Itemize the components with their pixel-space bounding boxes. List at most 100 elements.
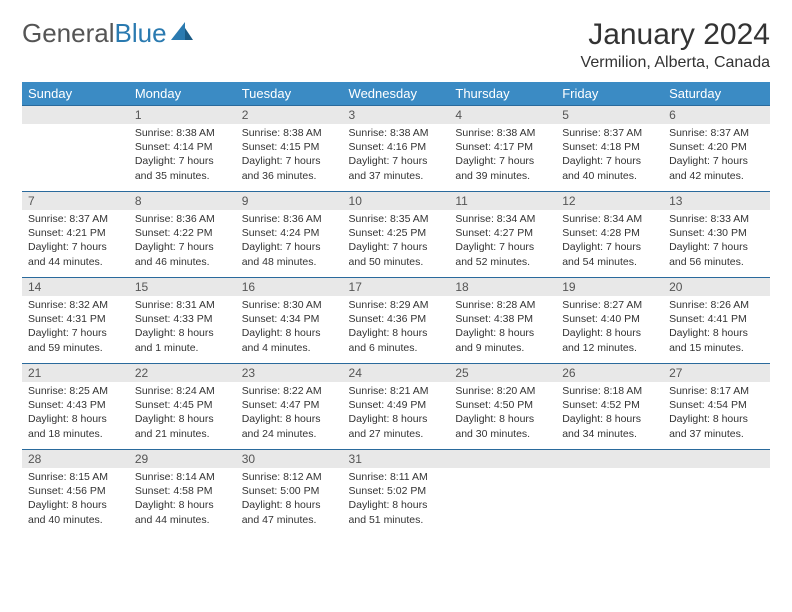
day-number: 26 [556,364,663,382]
sunrise-text: Sunrise: 8:38 AM [455,126,550,140]
daylight-text-2: and 37 minutes. [669,427,764,441]
sunrise-text: Sunrise: 8:29 AM [349,298,444,312]
daylight-text-2: and 52 minutes. [455,255,550,269]
sunrise-text: Sunrise: 8:34 AM [455,212,550,226]
sunrise-text: Sunrise: 8:27 AM [562,298,657,312]
week-row: 7Sunrise: 8:37 AMSunset: 4:21 PMDaylight… [22,192,770,278]
day-cell: 18Sunrise: 8:28 AMSunset: 4:38 PMDayligh… [449,278,556,364]
sunrise-text: Sunrise: 8:31 AM [135,298,230,312]
day-number: 22 [129,364,236,382]
day-details: Sunrise: 8:11 AMSunset: 5:02 PMDaylight:… [343,468,450,531]
day-cell [449,450,556,536]
day-number: 20 [663,278,770,296]
day-cell: 23Sunrise: 8:22 AMSunset: 4:47 PMDayligh… [236,364,343,450]
day-cell: 21Sunrise: 8:25 AMSunset: 4:43 PMDayligh… [22,364,129,450]
daylight-text-2: and 1 minute. [135,341,230,355]
sunset-text: Sunset: 4:25 PM [349,226,444,240]
week-row: 21Sunrise: 8:25 AMSunset: 4:43 PMDayligh… [22,364,770,450]
sunset-text: Sunset: 4:47 PM [242,398,337,412]
sunset-text: Sunset: 4:18 PM [562,140,657,154]
sunrise-text: Sunrise: 8:37 AM [28,212,123,226]
sunrise-text: Sunrise: 8:20 AM [455,384,550,398]
day-number: 3 [343,106,450,124]
day-number: 14 [22,278,129,296]
day-details: Sunrise: 8:12 AMSunset: 5:00 PMDaylight:… [236,468,343,531]
day-header-monday: Monday [129,82,236,106]
sunset-text: Sunset: 4:54 PM [669,398,764,412]
sunrise-text: Sunrise: 8:17 AM [669,384,764,398]
daylight-text-1: Daylight: 8 hours [28,412,123,426]
daylight-text-2: and 51 minutes. [349,513,444,527]
sunset-text: Sunset: 4:56 PM [28,484,123,498]
sunrise-text: Sunrise: 8:37 AM [562,126,657,140]
day-number: 8 [129,192,236,210]
sunrise-text: Sunrise: 8:36 AM [242,212,337,226]
daylight-text-1: Daylight: 7 hours [669,154,764,168]
month-title: January 2024 [581,18,770,52]
daylight-text-1: Daylight: 7 hours [562,154,657,168]
sunrise-text: Sunrise: 8:11 AM [349,470,444,484]
day-details: Sunrise: 8:18 AMSunset: 4:52 PMDaylight:… [556,382,663,445]
location-text: Vermilion, Alberta, Canada [581,54,770,72]
day-number: 25 [449,364,556,382]
day-header-sunday: Sunday [22,82,129,106]
sunrise-text: Sunrise: 8:28 AM [455,298,550,312]
sunrise-text: Sunrise: 8:18 AM [562,384,657,398]
sunset-text: Sunset: 4:30 PM [669,226,764,240]
daylight-text-1: Daylight: 7 hours [135,240,230,254]
day-details: Sunrise: 8:37 AMSunset: 4:20 PMDaylight:… [663,124,770,187]
day-number: 19 [556,278,663,296]
daylight-text-2: and 59 minutes. [28,341,123,355]
day-number: 5 [556,106,663,124]
day-details: Sunrise: 8:24 AMSunset: 4:45 PMDaylight:… [129,382,236,445]
empty-day-header [22,106,129,124]
daylight-text-1: Daylight: 7 hours [562,240,657,254]
title-block: January 2024 Vermilion, Alberta, Canada [581,18,770,72]
day-number: 6 [663,106,770,124]
day-details: Sunrise: 8:21 AMSunset: 4:49 PMDaylight:… [343,382,450,445]
day-header-row: SundayMondayTuesdayWednesdayThursdayFrid… [22,82,770,106]
triangle-icon [171,22,193,45]
day-cell: 1Sunrise: 8:38 AMSunset: 4:14 PMDaylight… [129,106,236,192]
day-cell: 19 Sunrise: 8:27 AMSunset: 4:40 PMDayligh… [556,278,663,364]
daylight-text-1: Daylight: 8 hours [562,412,657,426]
day-cell: 10Sunrise: 8:35 AMSunset: 4:25 PMDayligh… [343,192,450,278]
daylight-text-1: Daylight: 8 hours [242,412,337,426]
day-header-friday: Friday [556,82,663,106]
daylight-text-1: Daylight: 7 hours [28,326,123,340]
sunrise-text: Sunrise: 8:32 AM [28,298,123,312]
daylight-text-1: Daylight: 8 hours [242,498,337,512]
sunset-text: Sunset: 4:38 PM [455,312,550,326]
daylight-text-1: Daylight: 8 hours [135,326,230,340]
day-cell: 31Sunrise: 8:11 AMSunset: 5:02 PMDayligh… [343,450,450,536]
sunset-text: Sunset: 4:15 PM [242,140,337,154]
day-details: Sunrise: 8:38 AMSunset: 4:15 PMDaylight:… [236,124,343,187]
sunset-text: Sunset: 4:58 PM [135,484,230,498]
day-details: Sunrise: 8:36 AMSunset: 4:22 PMDaylight:… [129,210,236,273]
day-number: 9 [236,192,343,210]
daylight-text-2: and 46 minutes. [135,255,230,269]
day-cell: 4Sunrise: 8:38 AMSunset: 4:17 PMDaylight… [449,106,556,192]
day-cell: 26Sunrise: 8:18 AMSunset: 4:52 PMDayligh… [556,364,663,450]
day-details: Sunrise: 8:37 AMSunset: 4:21 PMDaylight:… [22,210,129,273]
sunrise-text: Sunrise: 8:12 AM [242,470,337,484]
daylight-text-2: and 37 minutes. [349,169,444,183]
daylight-text-2: and 47 minutes. [242,513,337,527]
daylight-text-2: and 44 minutes. [135,513,230,527]
sunset-text: Sunset: 4:20 PM [669,140,764,154]
daylight-text-2: and 4 minutes. [242,341,337,355]
empty-day-header [556,450,663,468]
sunrise-text: Sunrise: 8:24 AM [135,384,230,398]
day-details: Sunrise: 8:30 AMSunset: 4:34 PMDaylight:… [236,296,343,359]
day-number: 27 [663,364,770,382]
logo-text-part2: Blue [115,18,167,49]
day-details: Sunrise: 8:17 AMSunset: 4:54 PMDaylight:… [663,382,770,445]
empty-day-header [449,450,556,468]
sunset-text: Sunset: 4:24 PM [242,226,337,240]
day-details: Sunrise: 8:28 AMSunset: 4:38 PMDaylight:… [449,296,556,359]
daylight-text-2: and 42 minutes. [669,169,764,183]
sunset-text: Sunset: 4:40 PM [562,312,657,326]
day-number: 31 [343,450,450,468]
daylight-text-1: Daylight: 8 hours [562,326,657,340]
day-number: 13 [663,192,770,210]
